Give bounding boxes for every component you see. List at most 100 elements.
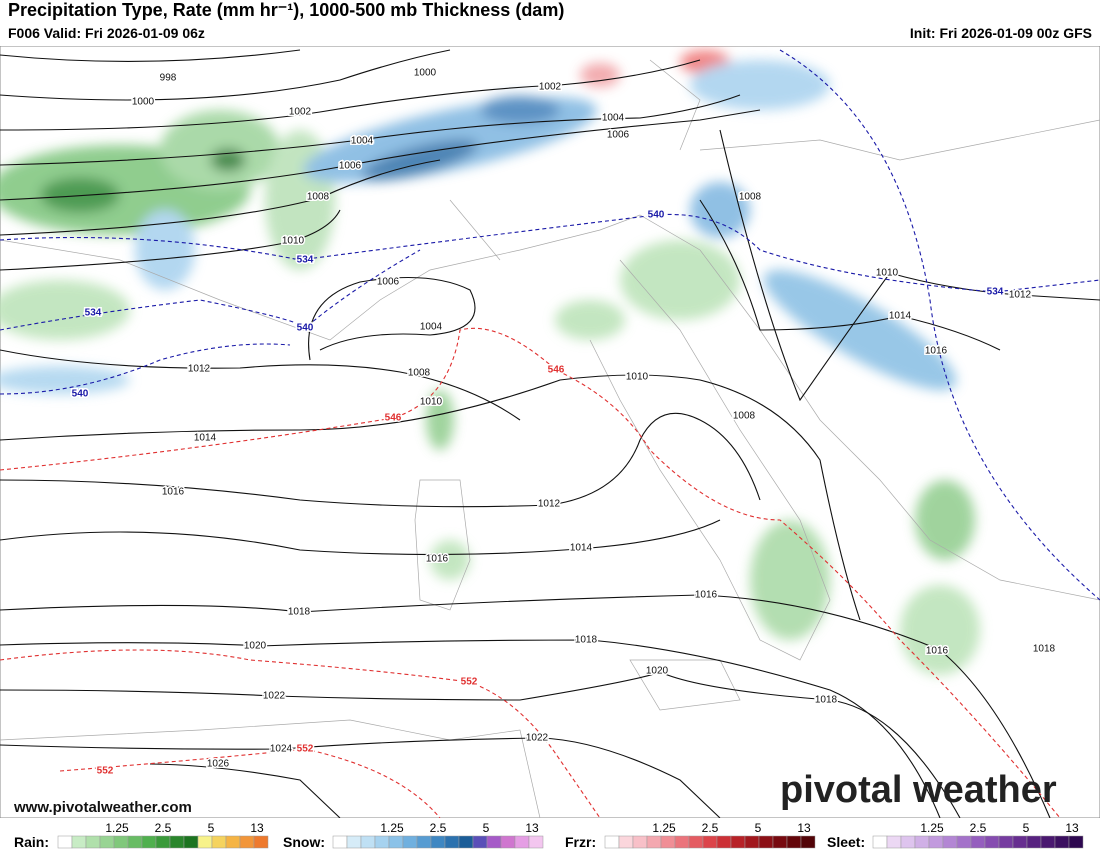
border [449, 59, 1100, 261]
isobar-label: 1014 [194, 433, 217, 444]
isobar [0, 374, 861, 621]
isobar-label: 1024 [270, 744, 293, 755]
snow-area [361, 139, 479, 181]
isobar-label: 1008 [408, 368, 431, 379]
legend-swatch [514, 835, 530, 849]
isobar-label: 1016 [426, 554, 449, 565]
isobars [0, 49, 1100, 819]
legend-swatch [674, 835, 690, 849]
isobar [719, 129, 1100, 402]
legend-swatch [225, 835, 241, 849]
thickness-line [0, 649, 601, 819]
snow-area [763, 269, 957, 391]
thickness-label: 534 [85, 308, 102, 319]
legend: Rain: 1.25 2.5 5 13 Snow: 1.25 2.5 5 13 Frzr: 1.25 2… [14, 821, 1084, 850]
frzr-area [580, 63, 620, 87]
legend-swatch [374, 835, 390, 849]
isobar-label: 1012 [538, 499, 561, 510]
snow-area [690, 182, 750, 238]
isobar-label: 1020 [244, 641, 267, 652]
coastline [589, 259, 831, 661]
legend-swatch [702, 835, 718, 849]
legend-swatch [688, 835, 704, 849]
thickness-label: 534 [987, 287, 1004, 298]
legend-swatch [1068, 835, 1084, 849]
isobar [0, 109, 761, 201]
legend-swatch [99, 835, 115, 849]
coastline [414, 479, 471, 611]
isobar-label: 1018 [815, 695, 838, 706]
isobar [308, 276, 476, 361]
legend-swatch [632, 835, 648, 849]
isobar [0, 519, 721, 556]
thickness-line [0, 213, 1100, 293]
legend-swatch [113, 835, 129, 849]
isobar-label: 1016 [162, 487, 185, 498]
legend-swatch [127, 835, 143, 849]
isobar-label: 1016 [926, 646, 949, 657]
isobar-label: 1000 [132, 97, 155, 108]
legend-swatch [458, 835, 474, 849]
legend-swatch [85, 835, 101, 849]
legend-tick: 5 [1023, 821, 1030, 835]
legend-swatch [618, 835, 634, 849]
legend-swatch [472, 835, 488, 849]
rain-area [40, 177, 120, 213]
isobar [0, 737, 721, 819]
legend-swatch [211, 835, 227, 849]
isobar-label: 1004 [351, 136, 374, 147]
coastline [0, 214, 1100, 601]
legend-swatch [141, 835, 157, 849]
isobar [149, 763, 341, 819]
legend-swatch [486, 835, 502, 849]
thickness [0, 49, 1100, 819]
legend-name: Sleet: [827, 834, 865, 850]
legend-tick: 5 [755, 821, 762, 835]
isobar-label: 1006 [377, 277, 400, 288]
legend-swatch [886, 835, 902, 849]
legend-tick: 2.5 [970, 821, 987, 835]
isobar-label: 1014 [570, 543, 593, 554]
isobar-label: 1020 [646, 666, 669, 677]
isobar-label: 1022 [263, 691, 286, 702]
legend-swatch [346, 835, 362, 849]
isobar [699, 199, 1001, 351]
legend-tick: 13 [1065, 821, 1079, 835]
isobar [0, 49, 301, 62]
valid-time: F006 Valid: Fri 2026-01-09 06z [8, 25, 205, 41]
legend-swatch [57, 835, 73, 849]
legend-swatch [646, 835, 662, 849]
isobar-label: 1018 [575, 635, 598, 646]
legend-tick: 1.25 [380, 821, 404, 835]
thickness-line [779, 49, 1100, 601]
legend-tick: 13 [797, 821, 811, 835]
title: Precipitation Type, Rate (mm hr⁻¹), 1000… [8, 0, 564, 20]
legend-name: Snow: [283, 834, 325, 850]
isobar-label: 1004 [420, 322, 443, 333]
isobar-label: 1004 [602, 113, 625, 124]
rain-area [210, 148, 246, 172]
isobar-label: 1022 [526, 733, 549, 744]
thickness-line [59, 748, 441, 819]
header-band [0, 0, 1100, 46]
snow-area [135, 210, 195, 290]
legend-swatch [71, 835, 87, 849]
legend-swatch [197, 835, 213, 849]
rain-area [750, 520, 830, 640]
legend-swatch [998, 835, 1014, 849]
rain-area [915, 480, 975, 560]
thickness-line [0, 249, 421, 331]
rain-area [620, 240, 740, 320]
isobar [0, 94, 741, 166]
legend-name: Frzr: [565, 834, 596, 850]
thickness-label: 552 [97, 766, 114, 777]
legend-swatch [604, 835, 620, 849]
snow-area [690, 60, 830, 110]
legend-swatch [956, 835, 972, 849]
url: www.pivotalweather.com [13, 799, 192, 816]
isobar [0, 671, 961, 819]
legend-swatch [239, 835, 255, 849]
legend-swatch [716, 835, 732, 849]
isobar [0, 412, 761, 508]
legend-tick: 1.25 [105, 821, 129, 835]
